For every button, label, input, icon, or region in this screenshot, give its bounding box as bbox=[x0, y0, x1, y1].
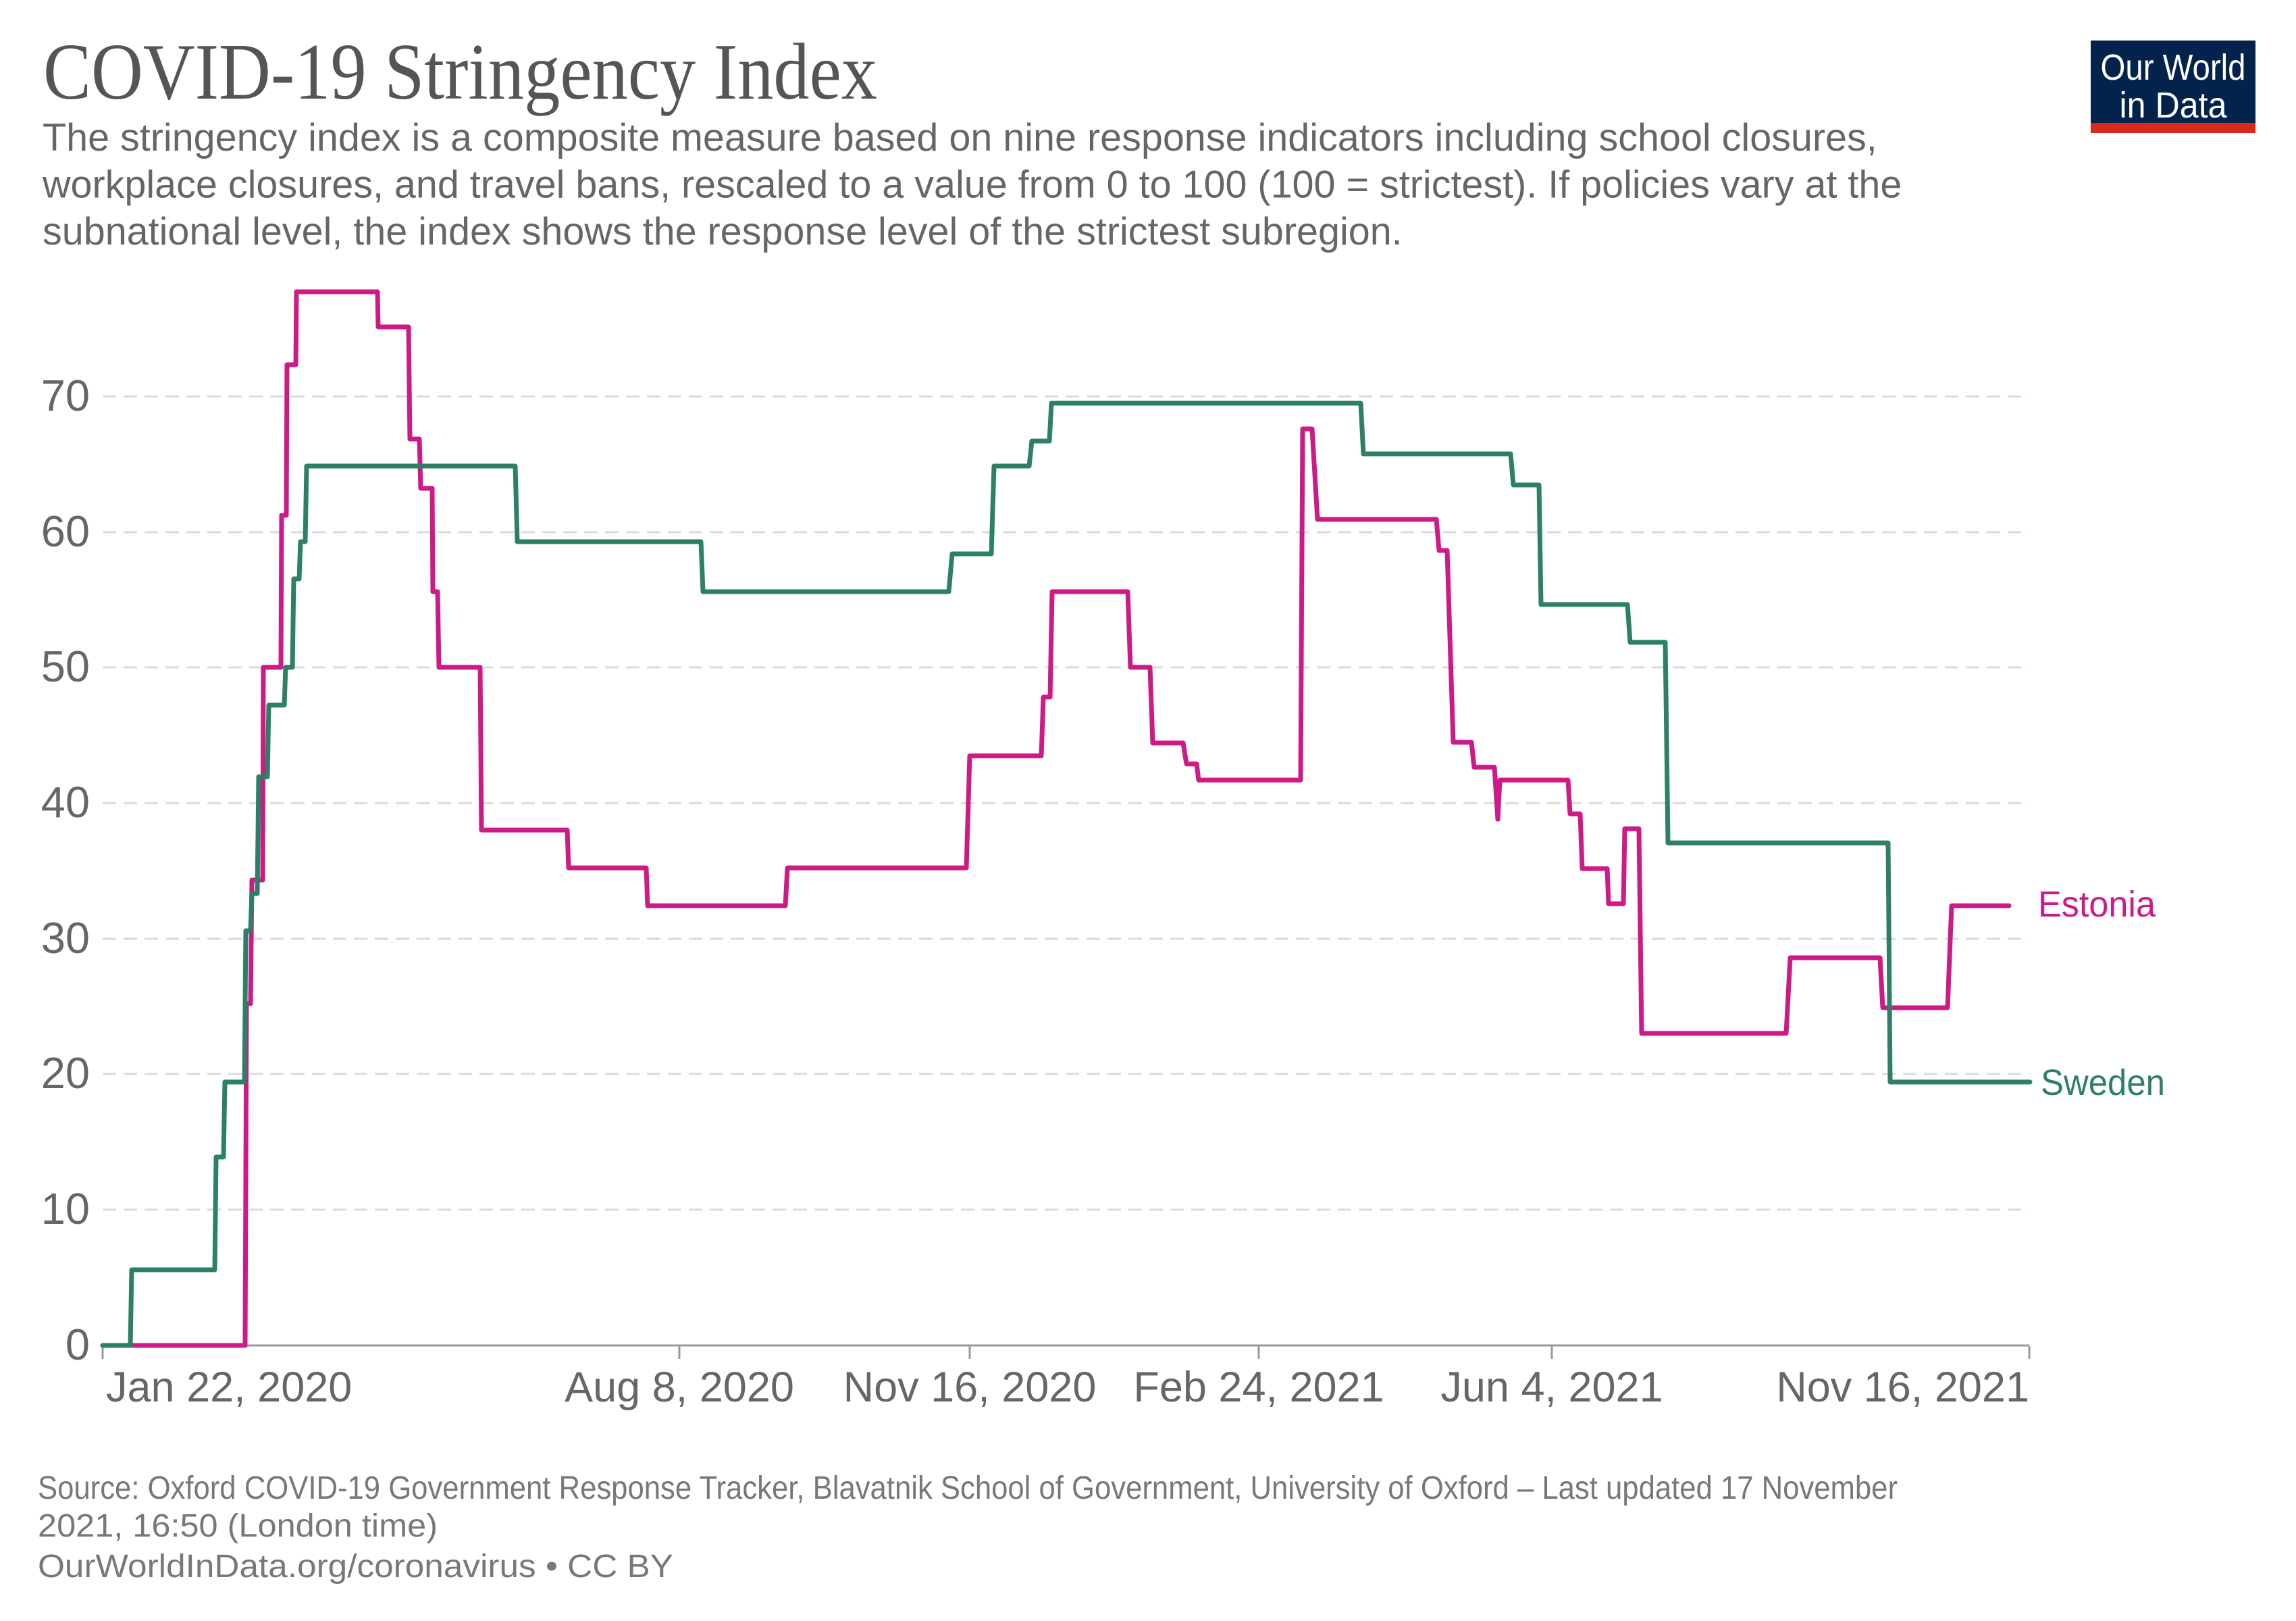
svg-text:30: 30 bbox=[41, 913, 90, 962]
svg-text:40: 40 bbox=[41, 777, 90, 827]
svg-text:Jan 22, 2020: Jan 22, 2020 bbox=[106, 1364, 352, 1411]
svg-text:subnational level, the index s: subnational level, the index shows the r… bbox=[43, 210, 1403, 253]
svg-text:Source: Oxford COVID-19 Govern: Source: Oxford COVID-19 Government Respo… bbox=[38, 1470, 1898, 1506]
svg-text:Sweden: Sweden bbox=[2041, 1062, 2165, 1103]
svg-text:workplace closures, and travel: workplace closures, and travel bans, res… bbox=[42, 163, 1902, 207]
svg-text:Aug 8, 2020: Aug 8, 2020 bbox=[565, 1364, 794, 1411]
svg-text:70: 70 bbox=[41, 371, 90, 420]
svg-text:10: 10 bbox=[41, 1184, 90, 1233]
svg-text:Nov 16, 2021: Nov 16, 2021 bbox=[1776, 1364, 2029, 1411]
svg-text:0: 0 bbox=[66, 1320, 90, 1369]
svg-text:Jun 4, 2021: Jun 4, 2021 bbox=[1440, 1364, 1663, 1411]
svg-text:2021, 16:50 (London time): 2021, 16:50 (London time) bbox=[38, 1508, 438, 1544]
svg-text:in Data: in Data bbox=[2120, 85, 2228, 126]
svg-text:COVID-19 Stringency Index: COVID-19 Stringency Index bbox=[43, 27, 877, 116]
svg-text:OurWorldInData.org/coronavirus: OurWorldInData.org/coronavirus • CC BY bbox=[38, 1549, 673, 1585]
svg-text:50: 50 bbox=[41, 642, 90, 691]
svg-text:Estonia: Estonia bbox=[2038, 884, 2156, 925]
svg-text:60: 60 bbox=[41, 507, 90, 556]
svg-text:Nov 16, 2020: Nov 16, 2020 bbox=[843, 1364, 1097, 1411]
svg-text:Feb 24, 2021: Feb 24, 2021 bbox=[1133, 1364, 1384, 1411]
svg-text:20: 20 bbox=[41, 1048, 90, 1098]
svg-text:Our World: Our World bbox=[2101, 47, 2246, 88]
svg-text:The stringency index is a comp: The stringency index is a composite meas… bbox=[43, 116, 1877, 159]
